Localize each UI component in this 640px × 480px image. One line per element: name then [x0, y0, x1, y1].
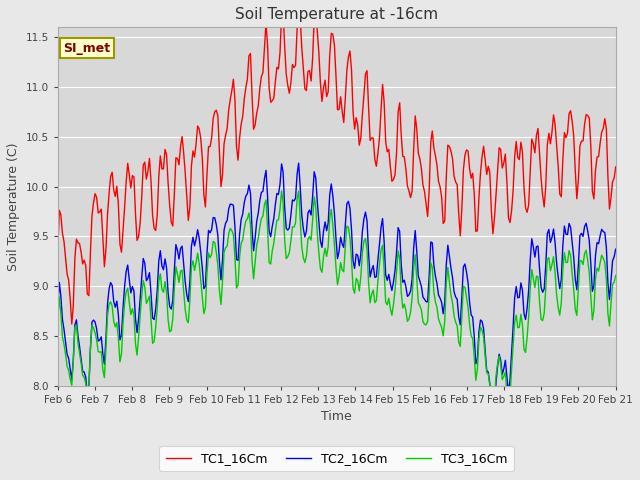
Y-axis label: Soil Temperature (C): Soil Temperature (C) — [7, 143, 20, 271]
Legend: TC1_16Cm, TC2_16Cm, TC3_16Cm: TC1_16Cm, TC2_16Cm, TC3_16Cm — [159, 446, 514, 471]
Line: TC3_16Cm: TC3_16Cm — [58, 191, 616, 423]
TC2_16Cm — [584, 228, 591, 234]
TC2_16Cm — [220, 227, 228, 233]
TC2_16Cm — [300, 226, 307, 231]
TC3_16Cm — [122, 289, 130, 295]
TC2_16Cm — [239, 211, 246, 217]
TC3_16Cm — [278, 188, 285, 194]
TC3_16Cm — [612, 273, 620, 278]
TC1_16Cm — [250, 126, 257, 132]
TC2_16Cm — [612, 246, 620, 252]
TC1_16Cm — [68, 321, 76, 327]
TC2_16Cm — [489, 423, 497, 429]
TC3_16Cm — [220, 249, 228, 255]
TC1_16Cm — [124, 160, 132, 166]
TC1_16Cm — [241, 96, 248, 102]
TC3_16Cm — [248, 257, 256, 263]
TC3_16Cm — [584, 257, 591, 263]
TC2_16Cm — [248, 226, 256, 232]
TC1_16Cm — [222, 132, 230, 138]
TC2_16Cm — [54, 303, 61, 309]
TC3_16Cm — [239, 237, 246, 243]
TC1_16Cm — [54, 246, 61, 252]
TC1_16Cm — [301, 86, 308, 92]
TC2_16Cm — [295, 160, 303, 166]
Line: TC2_16Cm: TC2_16Cm — [58, 163, 616, 426]
TC1_16Cm — [612, 164, 620, 170]
TC1_16Cm — [295, 0, 303, 5]
Text: SI_met: SI_met — [63, 42, 111, 55]
TC1_16Cm — [584, 113, 591, 119]
TC3_16Cm — [300, 255, 307, 261]
TC3_16Cm — [54, 314, 61, 320]
TC2_16Cm — [122, 269, 130, 275]
Title: Soil Temperature at -16cm: Soil Temperature at -16cm — [235, 7, 438, 22]
X-axis label: Time: Time — [321, 410, 352, 423]
Line: TC1_16Cm: TC1_16Cm — [58, 2, 616, 324]
TC3_16Cm — [489, 420, 497, 426]
